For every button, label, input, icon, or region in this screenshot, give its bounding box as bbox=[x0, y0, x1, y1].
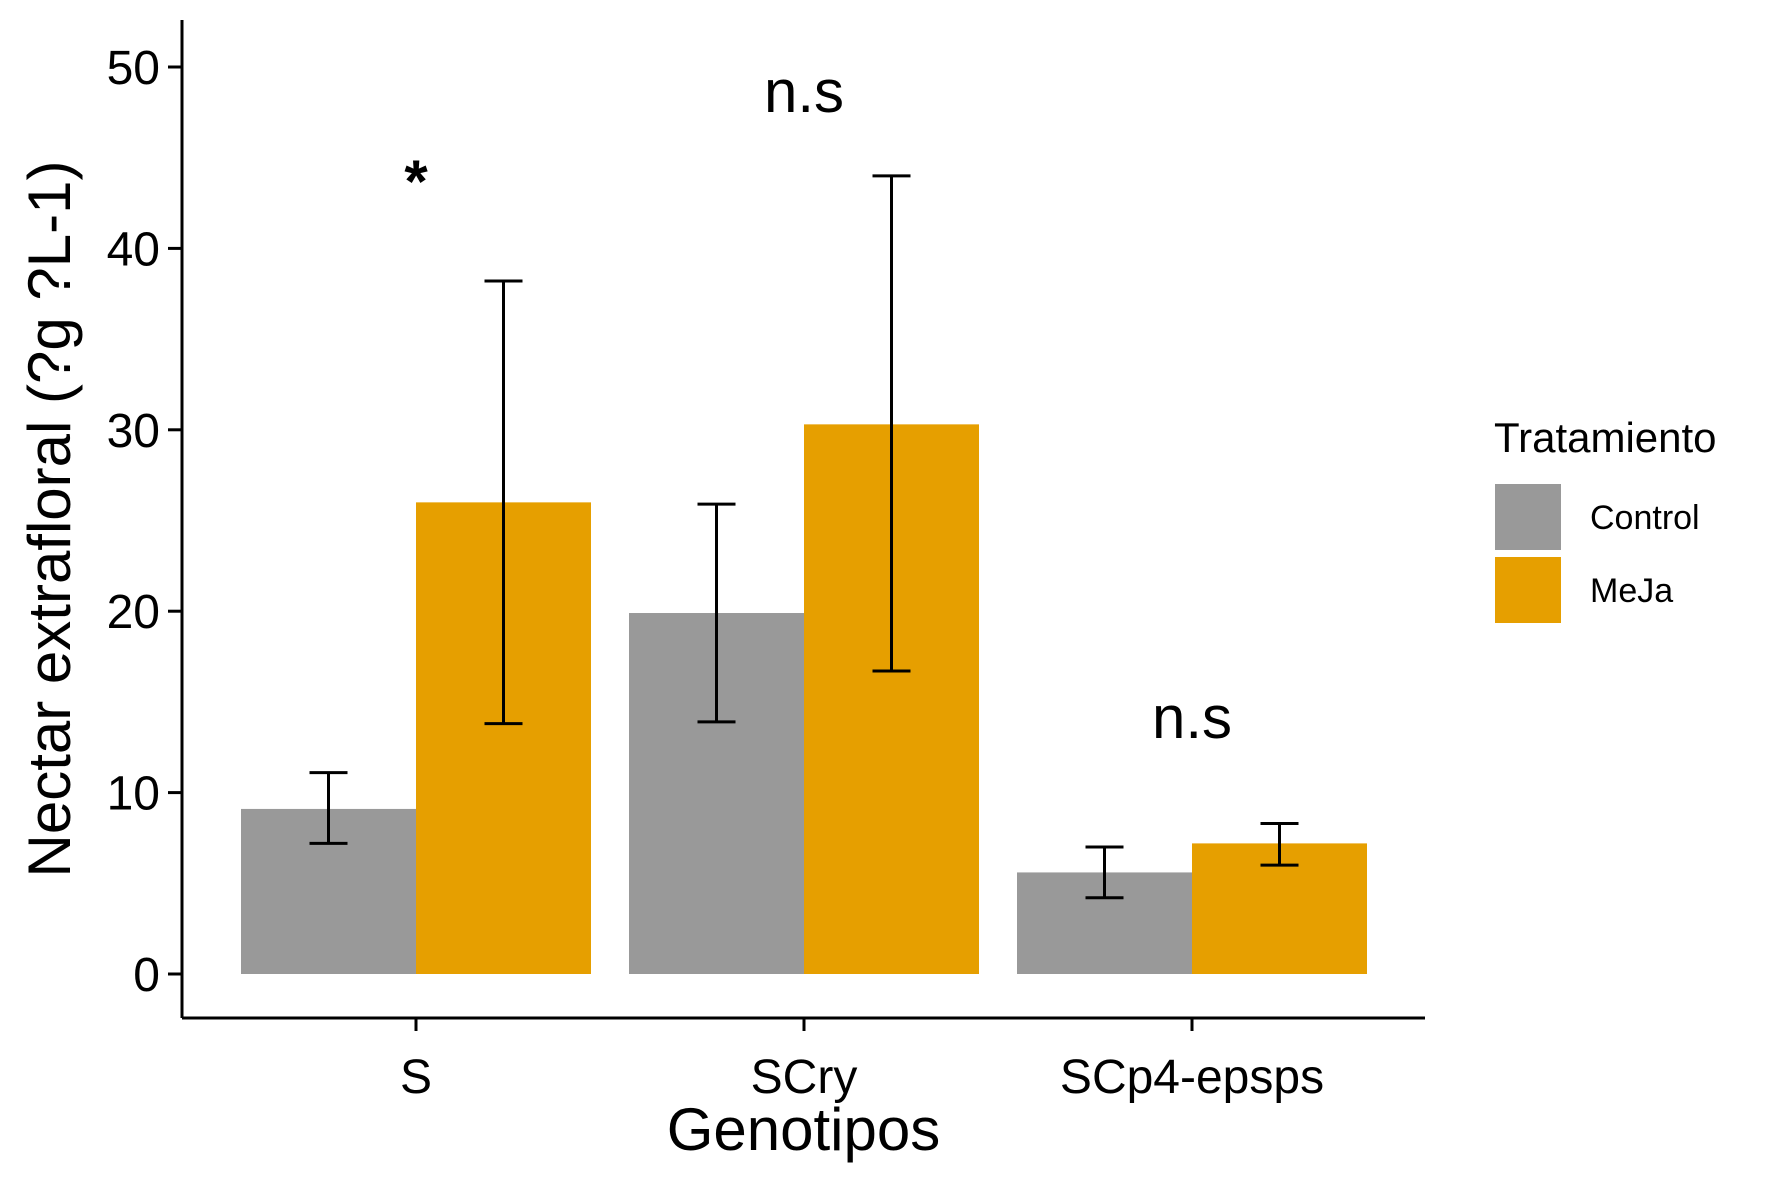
x-axis: S SCry SCp4-epsps bbox=[182, 1016, 1425, 1104]
significance-asterisk: * bbox=[404, 148, 428, 215]
legend-swatch-meja bbox=[1495, 557, 1561, 623]
y-tick-label: 10 bbox=[107, 768, 160, 821]
y-tick-label: 40 bbox=[107, 223, 160, 276]
y-axis: 0 10 20 30 40 50 bbox=[107, 20, 184, 1018]
y-tick-label: 20 bbox=[107, 586, 160, 639]
y-axis-title: Nectar extrafloral (?g ?L-1) bbox=[16, 161, 83, 878]
legend-swatch-control bbox=[1495, 484, 1561, 550]
x-tick-label: SCp4-epsps bbox=[1060, 1051, 1324, 1104]
x-axis-title: Genotipos bbox=[667, 1096, 941, 1163]
y-tick-label: 30 bbox=[107, 405, 160, 458]
legend-label-control: Control bbox=[1590, 499, 1700, 537]
x-tick-label: S bbox=[400, 1051, 432, 1104]
legend-label-meja: MeJa bbox=[1590, 572, 1673, 610]
legend-title: Tratamiento bbox=[1494, 414, 1717, 461]
plot-area: * n.s n.s bbox=[241, 58, 1367, 974]
y-tick-label: 0 bbox=[133, 949, 160, 1002]
annotation-ns: n.s bbox=[1152, 684, 1232, 751]
x-tick-label: SCry bbox=[751, 1051, 858, 1104]
annotation-ns: n.s bbox=[764, 58, 844, 125]
y-tick-label: 50 bbox=[107, 42, 160, 95]
legend: Tratamiento Control MeJa bbox=[1494, 414, 1717, 623]
